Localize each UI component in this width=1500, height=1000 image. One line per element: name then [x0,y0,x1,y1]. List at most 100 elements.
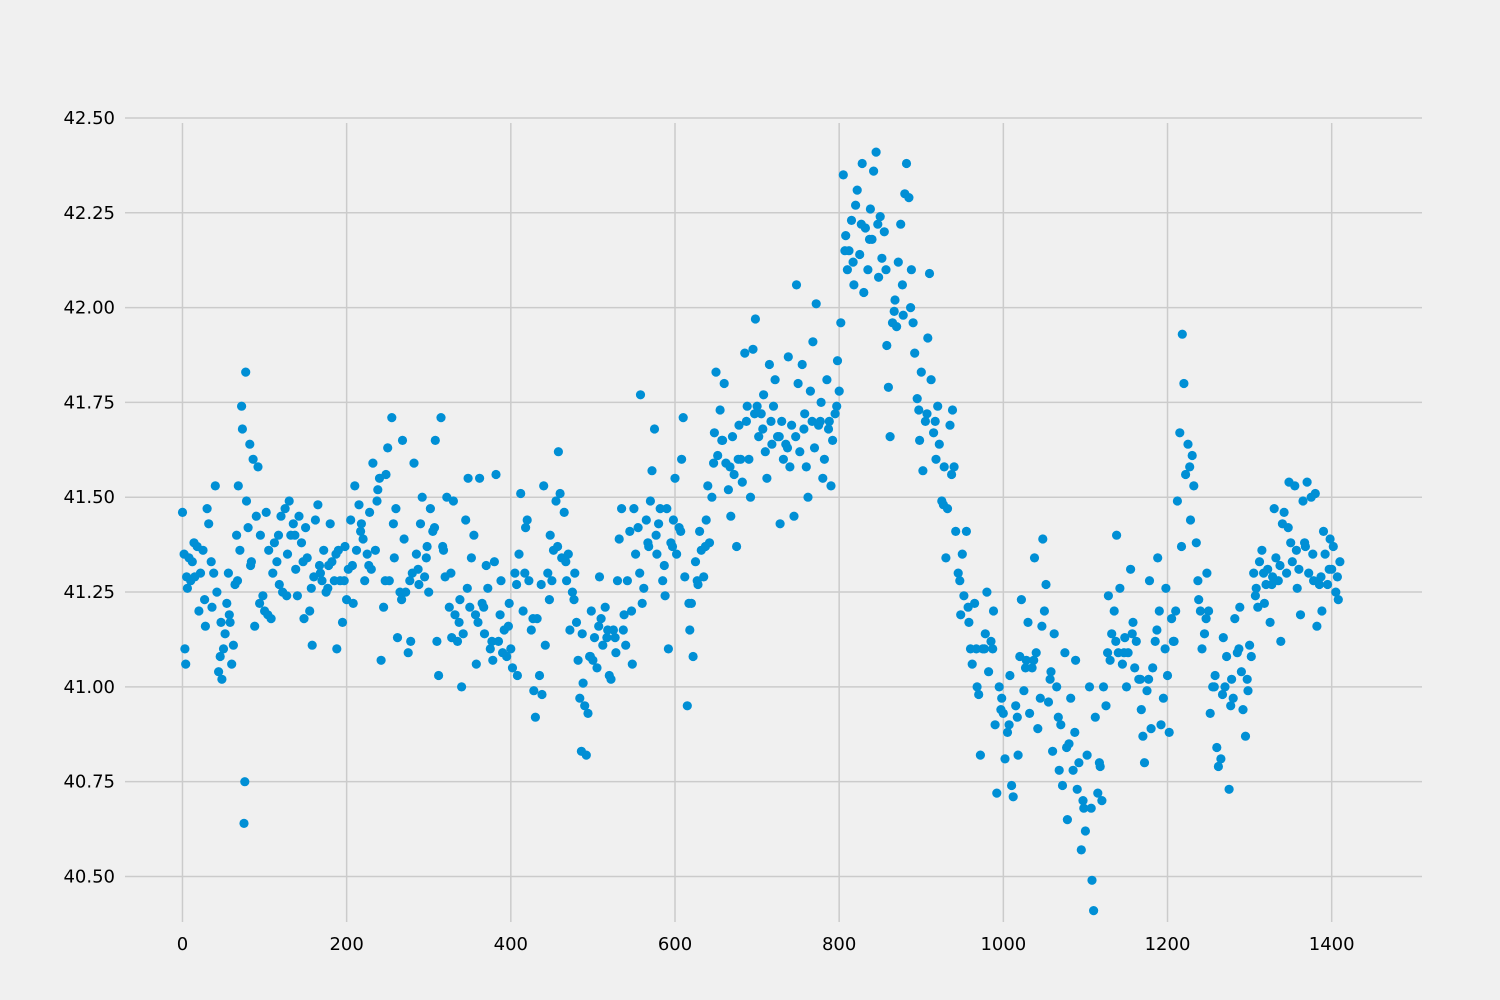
data-point [892,322,902,332]
data-point [565,625,575,635]
data-point [489,557,499,567]
data-point [1035,693,1045,703]
data-point [654,519,664,529]
data-point [491,469,501,480]
data-point [313,500,323,510]
data-point [310,515,320,525]
data-point [455,595,465,605]
data-point [649,424,660,434]
data-point [389,553,399,563]
data-point [971,644,981,654]
data-point [828,435,838,445]
data-point [348,598,358,609]
data-point [405,576,415,586]
data-point [586,606,596,616]
data-point [912,394,922,404]
data-point [801,462,811,472]
data-point [914,405,924,415]
data-point [1139,758,1150,768]
y-tick-label: 40.50 [63,866,115,887]
data-point [350,481,360,491]
data-point [818,473,828,483]
data-point [1130,663,1140,673]
data-point [723,485,734,495]
data-point [388,519,398,529]
data-point [1243,686,1253,696]
data-point [372,496,382,506]
data-point [1131,636,1141,647]
data-point [1228,693,1238,703]
data-point [778,454,789,464]
data-point [194,606,204,616]
data-point [269,538,279,548]
data-point [567,587,578,597]
data-point [916,367,926,377]
data-point [243,523,253,533]
data-point [220,629,230,639]
data-point [1078,796,1088,806]
data-point [684,598,694,609]
data-point [795,447,805,457]
data-point [1079,803,1089,813]
data-point [570,568,580,578]
data-point [744,454,754,464]
data-point [709,428,720,438]
data-point [1093,788,1103,798]
data-point [1144,576,1155,586]
data-point [511,579,522,590]
data-point [832,356,843,366]
data-point [292,591,302,601]
data-point [409,458,419,468]
data-point [840,246,850,256]
data-point [596,614,606,624]
data-point [875,212,885,222]
data-point [551,496,561,506]
x-tick-label: 1200 [1145,934,1191,955]
data-point [1107,629,1117,639]
data-point [1286,538,1296,548]
data-point [1269,504,1279,514]
data-point [544,595,555,605]
data-point [200,595,210,605]
data-point [1199,629,1210,639]
data-point [611,648,621,658]
data-point [819,454,830,464]
data-point [1025,708,1035,719]
data-point [392,633,403,643]
data-point [288,519,298,529]
data-point [237,401,247,411]
data-point [719,378,729,389]
data-point [332,644,342,654]
data-point [210,481,220,491]
data-point [1238,705,1248,715]
data-point [756,409,766,419]
data-point [898,310,908,320]
data-point [578,678,588,688]
data-point [956,610,966,620]
data-point [961,526,972,537]
data-point [857,158,867,169]
data-point [871,147,881,157]
data-point [1049,629,1059,639]
data-point [339,576,349,586]
data-point [1128,617,1138,628]
data-point [826,481,836,491]
data-point [526,625,536,635]
data-point [1217,689,1228,700]
data-point [901,158,912,169]
data-point [575,693,585,703]
data-point [1213,761,1223,772]
data-point [809,443,820,453]
data-point [709,458,719,468]
data-point [298,557,308,567]
data-point [1089,906,1099,916]
data-point [414,579,424,590]
data-point [631,549,641,559]
data-point [726,511,736,521]
data-point [496,576,506,586]
data-point [610,633,620,643]
data-point [225,617,235,628]
data-point [571,617,582,628]
data-point [1053,712,1063,722]
